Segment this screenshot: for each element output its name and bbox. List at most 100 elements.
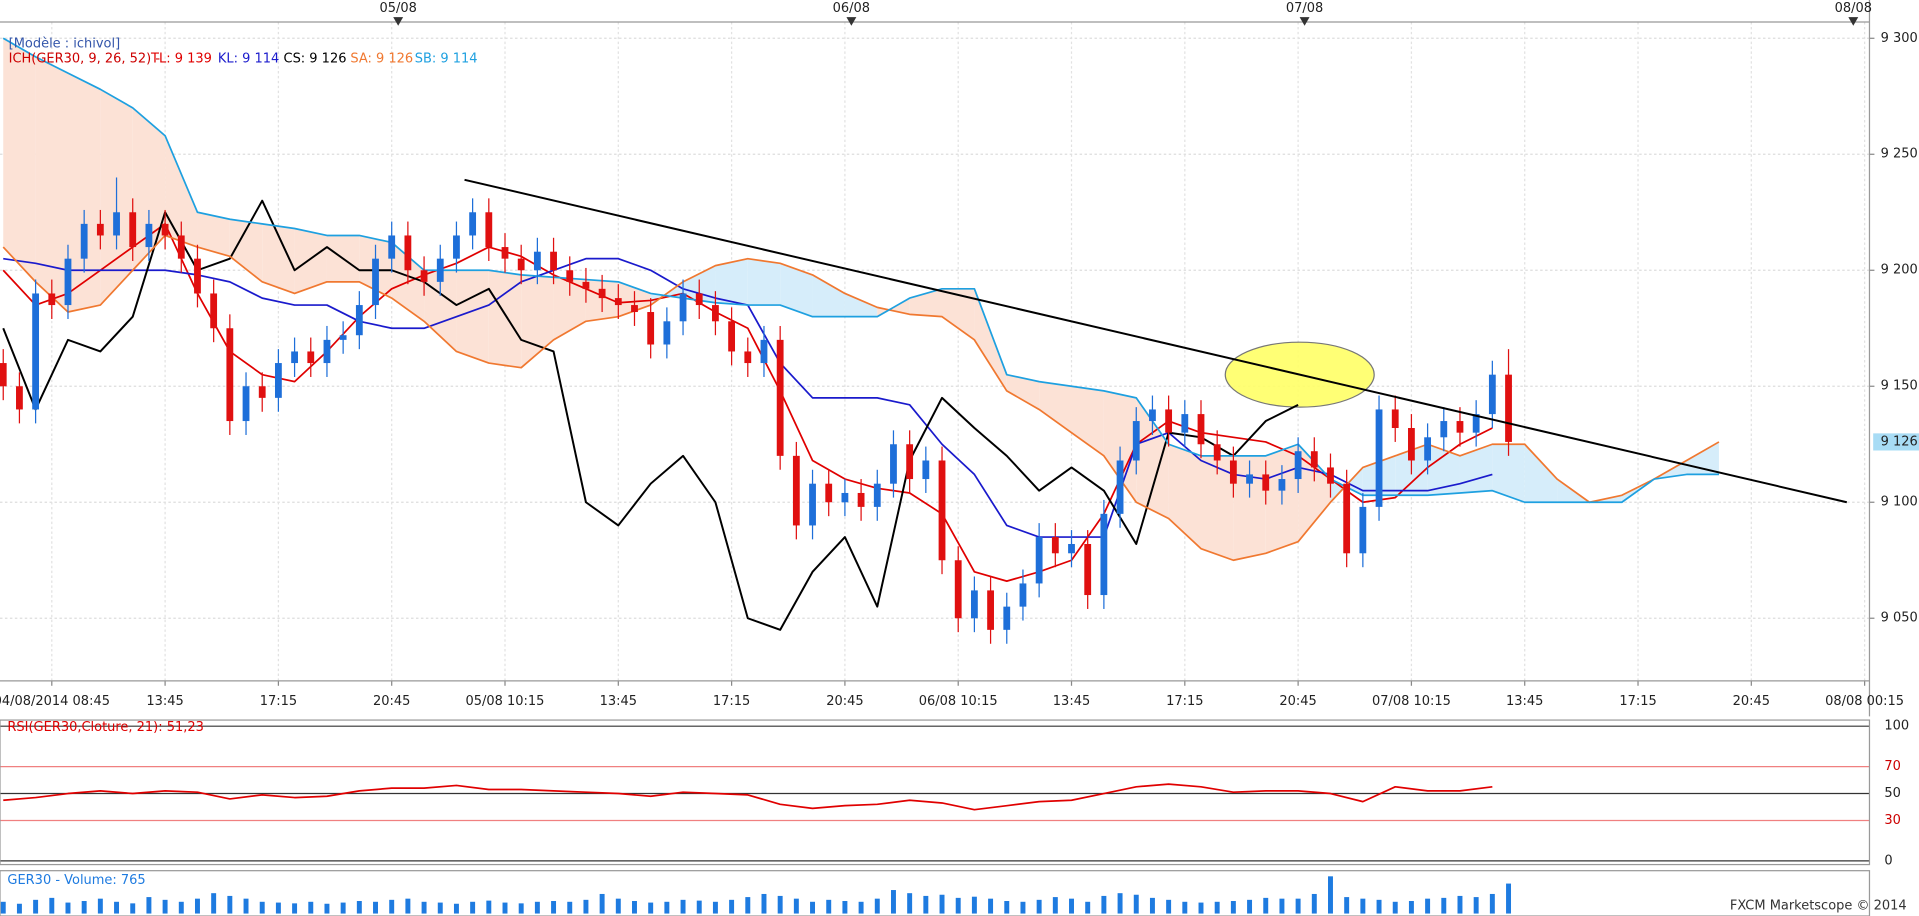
y-tick-label: 9 050 — [1881, 611, 1918, 626]
candle-body — [533, 251, 541, 271]
volume-bar — [1149, 897, 1155, 914]
volume-bar — [259, 901, 265, 914]
candle-body — [857, 492, 865, 507]
volume-bar — [648, 902, 654, 914]
volume-bar — [1425, 898, 1431, 914]
candle-body — [825, 483, 833, 503]
candle-body — [809, 483, 816, 526]
rsi-panel — [0, 719, 1871, 866]
indicator-label: ICH(GER30, 9, 26, 52) - — [9, 51, 161, 66]
candle-body — [1391, 409, 1399, 429]
candle-body — [210, 293, 218, 329]
candle-body — [1278, 479, 1286, 491]
volume-bar — [534, 901, 540, 914]
date-marker — [1299, 17, 1310, 26]
cloud-segment — [1006, 374, 1040, 410]
volume-bar — [389, 899, 395, 914]
volume-bar — [874, 898, 880, 914]
volume-bar — [1182, 901, 1188, 914]
x-tick-label: 13:45 — [1506, 694, 1543, 709]
candle-body — [1035, 537, 1043, 584]
date-label: 07/08 — [1286, 1, 1323, 16]
volume-bar — [1408, 901, 1414, 914]
volume-bar — [1052, 897, 1058, 914]
candle-body — [550, 251, 557, 271]
cloud-segment — [1427, 444, 1460, 496]
cloud-segment — [1233, 455, 1266, 561]
volume-bar — [1295, 898, 1301, 914]
indicator-line — [2, 234, 1720, 562]
volume-bar — [146, 897, 152, 914]
candle-body — [96, 223, 104, 236]
candle-body — [194, 258, 201, 294]
cloud-segment — [521, 274, 554, 368]
volume-bar — [1036, 899, 1042, 914]
candle-body — [728, 321, 736, 352]
labels: 9 050 9 100 9 150 9 200 9 250 9 300 04/08/2014… — [0, 1, 1919, 888]
cloud-segment — [456, 270, 489, 364]
volume-bar — [502, 902, 508, 914]
rsi-tick-label: 30 — [1884, 813, 1901, 828]
volume-bar — [907, 893, 913, 914]
candle-body — [647, 312, 655, 345]
candle-body — [679, 293, 687, 322]
candle-body — [792, 455, 800, 526]
candle-body — [1505, 374, 1512, 442]
volume-bar — [1214, 901, 1220, 914]
volume-bar — [243, 898, 249, 914]
legend-entry: SA: 9 126 — [350, 51, 413, 66]
x-tick-label: 20:45 — [1279, 694, 1316, 709]
volume-bar — [664, 901, 670, 914]
date-marker — [846, 17, 857, 26]
candle-body — [388, 235, 396, 259]
candle-body — [145, 223, 153, 248]
x-tick-label: 20:45 — [373, 694, 410, 709]
volume-bar — [810, 901, 816, 914]
volume-bar — [632, 901, 637, 914]
y-tick-label: 9 200 — [1881, 263, 1918, 278]
candle-body — [631, 305, 638, 313]
rsi-tick-label: 50 — [1884, 786, 1901, 801]
x-tick-label: 06/08 10:15 — [919, 694, 998, 709]
volume-bar — [211, 893, 217, 914]
volume-bar — [858, 901, 864, 914]
volume-bar — [890, 890, 896, 914]
candle-body — [1197, 414, 1205, 445]
legend-entry: SB: 9 114 — [415, 51, 478, 66]
candle-body — [242, 386, 250, 422]
cloud-segment — [294, 228, 327, 294]
volume-bar — [114, 901, 120, 914]
volume-bar — [470, 901, 476, 914]
candle-body — [339, 335, 347, 340]
candle-body — [712, 305, 719, 322]
date-marker — [1848, 17, 1859, 26]
cloud-segment — [165, 135, 198, 248]
footer: FXCM Marketscope © 2014 — [1730, 899, 1907, 914]
cloud-segment — [197, 212, 230, 257]
candle-body — [1359, 506, 1367, 554]
candle-body — [80, 223, 88, 259]
volume-bar — [1311, 893, 1317, 914]
volume-bar — [1279, 898, 1285, 914]
candle-body — [64, 258, 72, 306]
volume-bar — [1441, 897, 1447, 914]
date-label: 05/08 — [379, 1, 416, 16]
volume-bar — [227, 895, 233, 914]
volume-bar — [1020, 901, 1026, 914]
volume-bar — [1392, 901, 1398, 914]
indicator-lines — [2, 37, 1720, 811]
candle-body — [323, 339, 331, 364]
volume-bar — [712, 901, 718, 914]
volume-bar — [1069, 898, 1074, 914]
cloud-segment — [780, 263, 813, 317]
x-tick-label: 20:45 — [1733, 694, 1770, 709]
candle-body — [436, 258, 444, 282]
date-marker — [393, 17, 404, 26]
x-tick-label: 17:15 — [260, 694, 297, 709]
candle-body — [1375, 409, 1383, 507]
x-tick-label: 20:45 — [826, 694, 863, 709]
date-label: 06/08 — [833, 1, 870, 16]
volume-bar — [583, 899, 589, 914]
candle-body — [663, 321, 671, 345]
